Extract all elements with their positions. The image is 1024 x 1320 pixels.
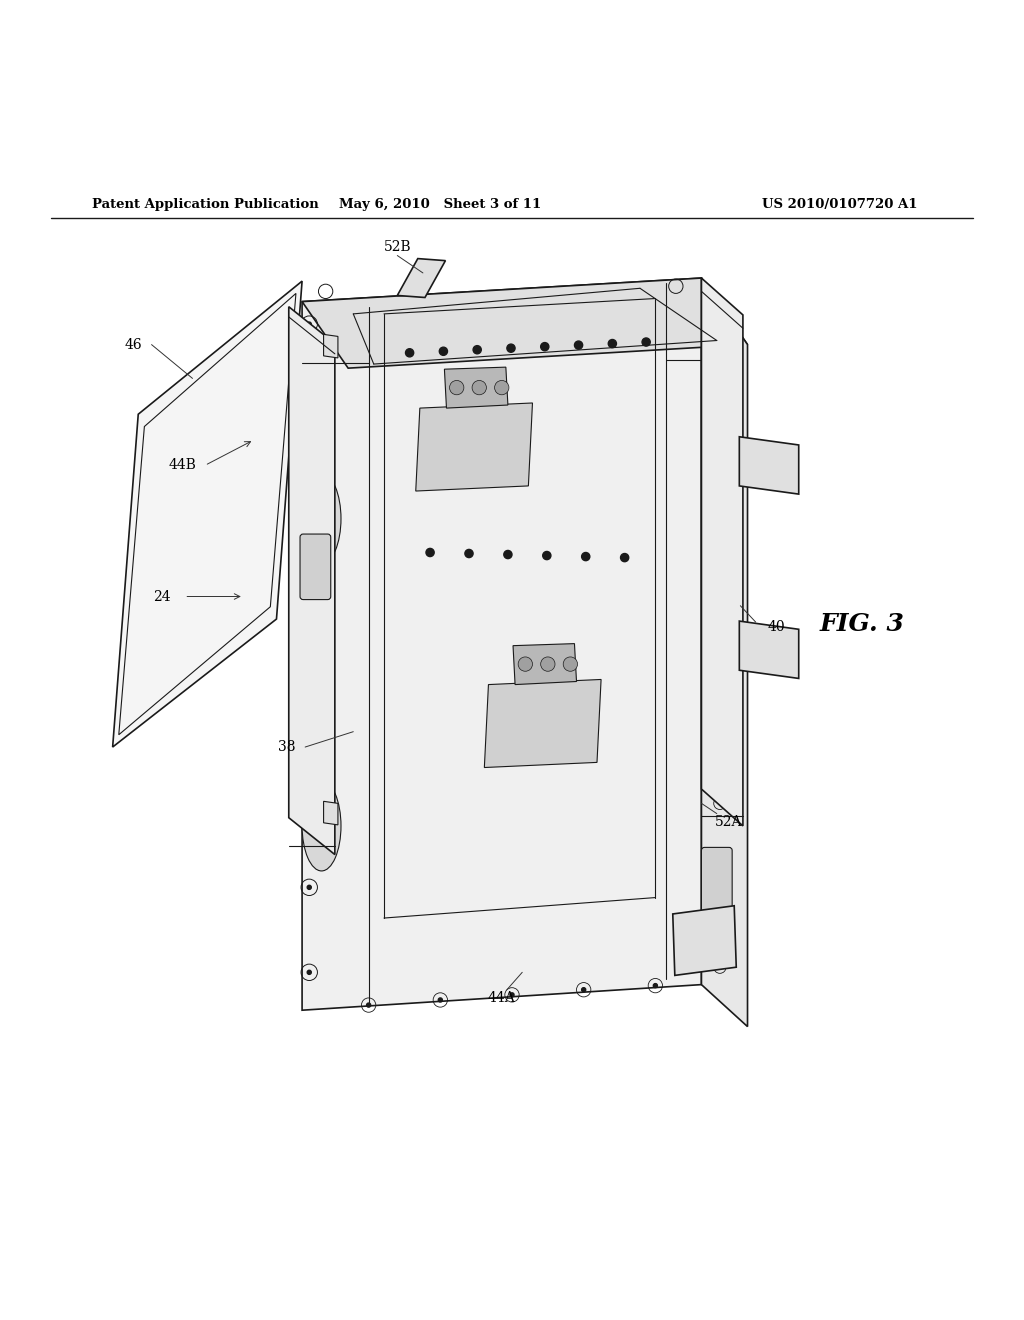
Polygon shape xyxy=(701,279,743,826)
Circle shape xyxy=(653,983,657,987)
Polygon shape xyxy=(701,279,748,1027)
Circle shape xyxy=(504,550,512,558)
Circle shape xyxy=(367,1003,371,1007)
Text: May 6, 2010   Sheet 3 of 11: May 6, 2010 Sheet 3 of 11 xyxy=(339,198,542,211)
Circle shape xyxy=(495,380,509,395)
Circle shape xyxy=(307,886,311,890)
Circle shape xyxy=(582,553,590,561)
Circle shape xyxy=(541,657,555,672)
Ellipse shape xyxy=(302,781,341,871)
Circle shape xyxy=(582,987,586,991)
Circle shape xyxy=(507,345,515,352)
Polygon shape xyxy=(324,334,338,358)
Polygon shape xyxy=(673,906,736,975)
Circle shape xyxy=(574,341,583,350)
FancyBboxPatch shape xyxy=(701,847,732,913)
Polygon shape xyxy=(416,403,532,491)
Text: 46: 46 xyxy=(124,338,142,351)
Circle shape xyxy=(450,380,464,395)
Ellipse shape xyxy=(302,474,341,564)
Polygon shape xyxy=(397,259,445,297)
Text: 52A: 52A xyxy=(716,814,742,829)
Circle shape xyxy=(439,347,447,355)
Circle shape xyxy=(406,348,414,356)
Text: 44B: 44B xyxy=(168,458,197,473)
Circle shape xyxy=(510,993,514,997)
Polygon shape xyxy=(113,281,302,747)
Circle shape xyxy=(426,548,434,557)
Circle shape xyxy=(642,338,650,346)
Circle shape xyxy=(518,657,532,672)
Circle shape xyxy=(438,998,442,1002)
Circle shape xyxy=(472,380,486,395)
Circle shape xyxy=(307,668,311,672)
Circle shape xyxy=(563,657,578,672)
Polygon shape xyxy=(484,680,601,767)
Circle shape xyxy=(541,343,549,351)
Text: 52B: 52B xyxy=(384,240,411,255)
Text: FIG. 3: FIG. 3 xyxy=(819,612,904,636)
Text: 40: 40 xyxy=(767,620,785,634)
Polygon shape xyxy=(739,622,799,678)
Circle shape xyxy=(307,407,311,411)
Text: 38: 38 xyxy=(278,741,296,754)
Text: Patent Application Publication: Patent Application Publication xyxy=(92,198,318,211)
FancyBboxPatch shape xyxy=(300,535,331,599)
Circle shape xyxy=(621,553,629,562)
Polygon shape xyxy=(513,644,577,685)
Polygon shape xyxy=(289,306,335,854)
Polygon shape xyxy=(324,801,338,825)
Polygon shape xyxy=(739,437,799,494)
Circle shape xyxy=(473,346,481,354)
Polygon shape xyxy=(302,279,701,1010)
Polygon shape xyxy=(444,367,508,408)
Circle shape xyxy=(307,970,311,974)
Text: 24: 24 xyxy=(153,590,171,603)
Circle shape xyxy=(307,572,311,576)
Circle shape xyxy=(465,549,473,557)
Circle shape xyxy=(543,552,551,560)
Polygon shape xyxy=(302,279,748,368)
Circle shape xyxy=(307,322,311,326)
Text: US 2010/0107720 A1: US 2010/0107720 A1 xyxy=(762,198,918,211)
Text: 44A: 44A xyxy=(487,991,516,1005)
Circle shape xyxy=(608,339,616,347)
